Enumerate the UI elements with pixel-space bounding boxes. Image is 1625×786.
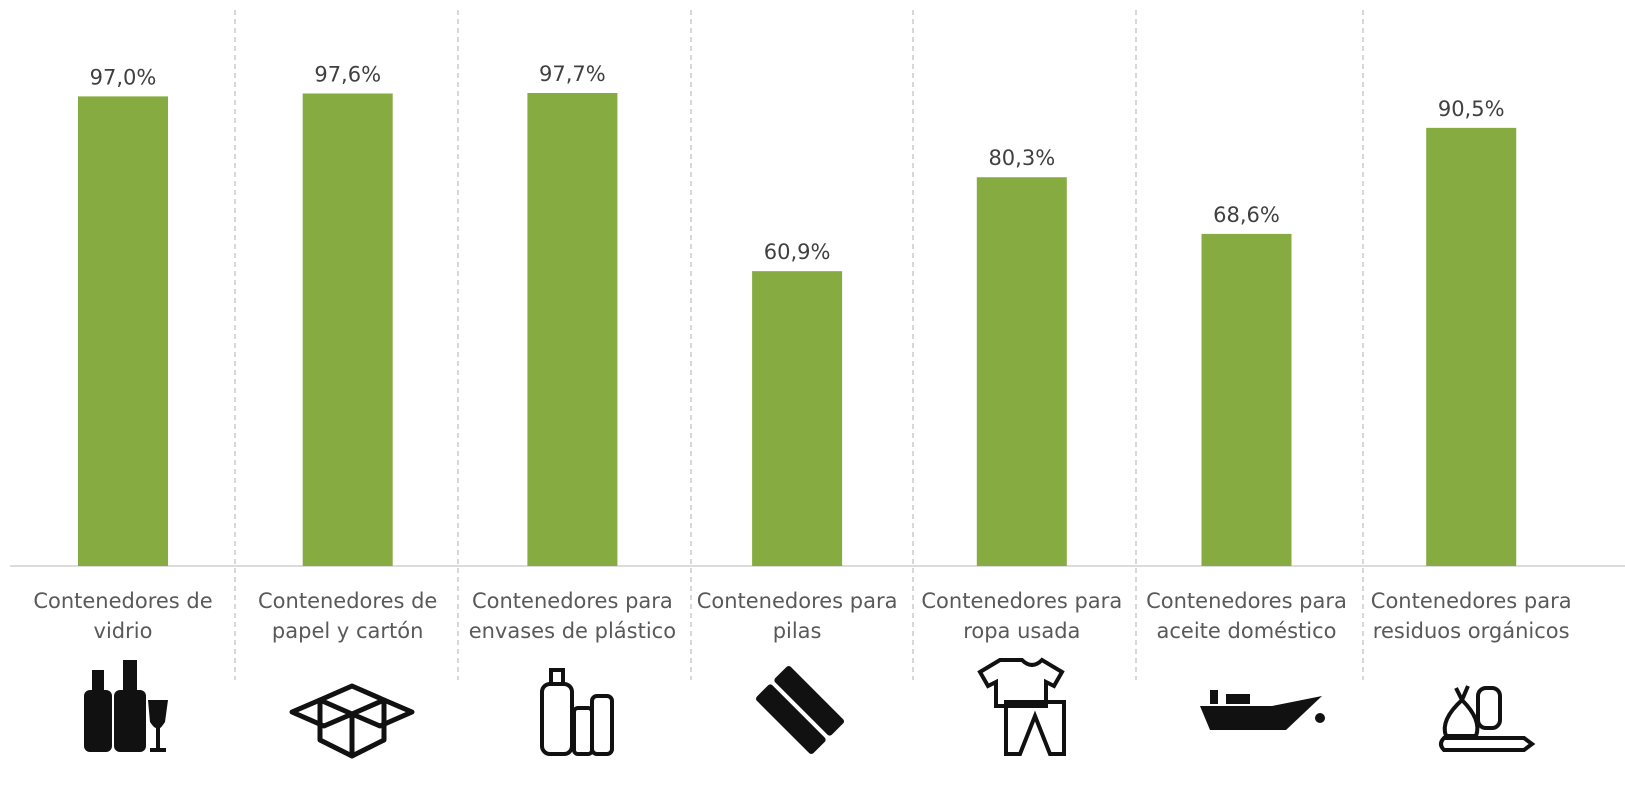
- category-label: Contenedores para pilas: [696, 589, 898, 643]
- icon-glass: [84, 660, 168, 752]
- category-label: Contenedores para residuos orgánicos: [1370, 589, 1572, 643]
- bar: [527, 93, 618, 566]
- icon-clothes: [977, 657, 1066, 756]
- icon-battery: [755, 665, 845, 755]
- dividers: [234, 10, 1364, 680]
- category-label: Contenedores para envases de plástico: [468, 589, 677, 643]
- value-label: 97,0%: [90, 65, 157, 89]
- category-label: Contenedores de vidrio: [33, 589, 213, 643]
- value-label: 60,9%: [764, 240, 831, 264]
- value-label: 68,6%: [1213, 203, 1280, 227]
- bar: [976, 177, 1067, 566]
- value-label: 97,7%: [539, 62, 606, 86]
- icon-organic: [1439, 685, 1536, 752]
- value-label: 90,5%: [1438, 97, 1505, 121]
- category-label: Contenedores para ropa usada: [921, 589, 1123, 643]
- bar: [1201, 233, 1292, 567]
- category-label: Contenedores de papel y cartón: [258, 589, 438, 643]
- icon-oil: [1200, 690, 1325, 730]
- icons: [84, 657, 1536, 759]
- bar: [752, 271, 843, 566]
- bar: [302, 93, 393, 567]
- icon-plastic: [540, 668, 614, 756]
- icon-box: [289, 683, 415, 759]
- bar: [78, 96, 168, 566]
- value-label: 80,3%: [988, 146, 1055, 170]
- bar: [1426, 127, 1517, 566]
- category-label: Contenedores para aceite doméstico: [1146, 589, 1347, 643]
- value-label: 97,6%: [314, 62, 381, 86]
